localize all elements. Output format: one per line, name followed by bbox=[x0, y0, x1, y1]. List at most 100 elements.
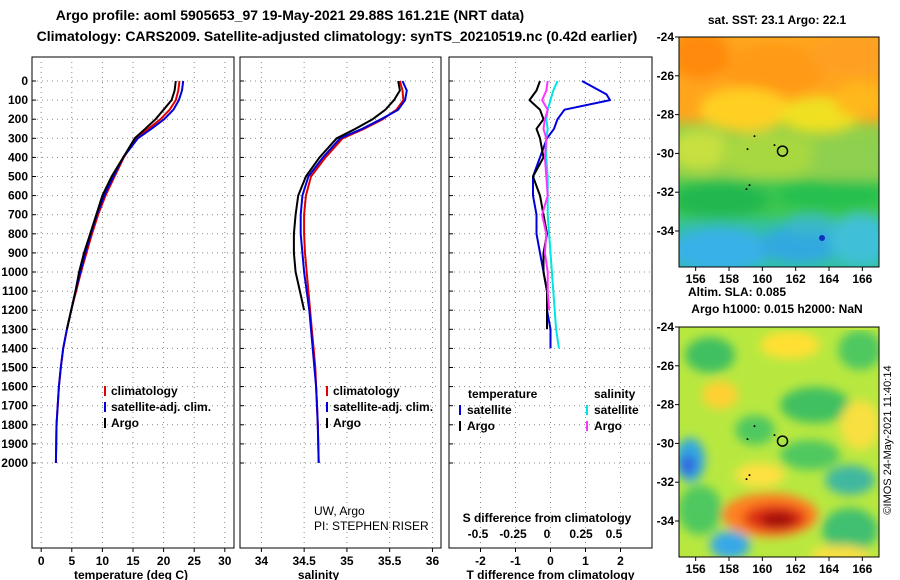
x-tick-label: 35.5 bbox=[378, 554, 402, 568]
lon-tick-label: 164 bbox=[819, 272, 839, 286]
lat-tick-label: -34 bbox=[657, 514, 675, 528]
pressure-tick-label: 1300 bbox=[1, 322, 28, 336]
sla-map-axes: 156 158 160 162 164 166 -24 -26 -28 -30 -32 -34 bbox=[657, 320, 873, 576]
series-line-satellite-adj-clim- bbox=[299, 80, 408, 464]
title-line-2: Climatology: CARS2009. Satellite-adjuste… bbox=[37, 28, 638, 44]
pressure-tick-label: 1500 bbox=[1, 361, 28, 375]
track-point bbox=[745, 478, 748, 481]
sst-map-frame bbox=[678, 36, 880, 268]
x-tick-label: 15 bbox=[126, 554, 140, 568]
pressure-tick-label: 1000 bbox=[1, 265, 28, 279]
series-line-argo bbox=[65, 80, 177, 330]
x-tick-label: 1 bbox=[582, 554, 589, 568]
x-tick-label: 0 bbox=[547, 554, 554, 568]
temperature-panel: 0 5 10 15 20 25 30 temperature (deg C) climatolo… bbox=[31, 56, 235, 580]
track-point bbox=[753, 135, 756, 138]
pressure-tick-label: 1800 bbox=[1, 418, 28, 432]
x-axis-label: T difference from climatology bbox=[466, 568, 634, 580]
track-point bbox=[773, 434, 776, 437]
track-point bbox=[748, 474, 751, 477]
lat-tick-label: -26 bbox=[657, 69, 675, 83]
pressure-tick-label: 1200 bbox=[1, 303, 28, 317]
sla-map-field bbox=[679, 330, 879, 557]
sla-map-frame bbox=[678, 326, 880, 558]
sst-map-axes: 156 158 160 162 164 166 -24 -26 -28 -30 -32 -34 bbox=[657, 30, 873, 286]
pressure-tick-label: 0 bbox=[21, 74, 28, 88]
timestamp: ©IMOS 24-May-2021 11:40:14 bbox=[882, 365, 894, 514]
pressure-tick-label: 600 bbox=[8, 189, 28, 203]
x-tick-label: 20 bbox=[157, 554, 171, 568]
pressure-tick-label: 1100 bbox=[2, 284, 28, 298]
x-tick-label: 0 bbox=[38, 554, 45, 568]
salinity-panel: 34 34.5 35 35.5 36 salinity climatology satelli… bbox=[239, 56, 442, 580]
x-tick-label: 35 bbox=[340, 554, 354, 568]
pressure-tick-label: 200 bbox=[8, 112, 28, 126]
track-point bbox=[746, 148, 749, 151]
top-tick-label: 0 bbox=[544, 527, 551, 541]
legend-header-salinity: salinity bbox=[594, 387, 636, 401]
legend-header-temperature: temperature bbox=[468, 387, 538, 401]
lon-tick-label: 156 bbox=[686, 562, 706, 576]
legend-label: satellite-adj. clim. bbox=[111, 400, 211, 414]
x-tick-label: 10 bbox=[96, 554, 110, 568]
lat-tick-label: -28 bbox=[657, 108, 675, 122]
lat-tick-label: -32 bbox=[657, 475, 675, 489]
pressure-tick-label: 1900 bbox=[1, 437, 28, 451]
x-axis-label: temperature (deg C) bbox=[74, 568, 188, 580]
legend-label: climatology bbox=[111, 384, 178, 398]
lat-tick-label: -34 bbox=[657, 224, 675, 238]
x-tick-label: -1 bbox=[510, 554, 521, 568]
sst-map-title: sat. SST: 23.1 Argo: 22.1 bbox=[708, 13, 847, 27]
legend-label: satellite-adj. clim. bbox=[333, 400, 433, 414]
pressure-tick-label: 2000 bbox=[1, 456, 28, 470]
lon-tick-label: 166 bbox=[852, 272, 872, 286]
legend-label: Argo bbox=[594, 419, 622, 433]
sla-float-position-marker bbox=[776, 435, 789, 447]
series-line-argo bbox=[292, 80, 401, 311]
credit-line-2: PI: STEPHEN RISER bbox=[314, 519, 429, 533]
x-tick-label: -2 bbox=[475, 554, 486, 568]
sst-map: 156 158 160 162 164 166 -24 -26 -28 -30 -32 -34 bbox=[657, 30, 880, 286]
top-axis-label: S difference from climatology bbox=[463, 511, 632, 525]
pressure-tick-label: 800 bbox=[8, 227, 28, 241]
sla-map-title: Altim. SLA: 0.085 bbox=[688, 285, 786, 299]
lat-tick-label: -32 bbox=[657, 185, 675, 199]
pressure-tick-label: 1400 bbox=[1, 341, 28, 355]
track-point bbox=[748, 184, 751, 187]
x-tick-label: 5 bbox=[68, 554, 75, 568]
track-point bbox=[745, 188, 748, 191]
x-tick-label: 34 bbox=[255, 554, 269, 568]
sla-map-subtitle: Argo h1000: 0.015 h2000: NaN bbox=[691, 302, 862, 316]
lat-tick-label: -24 bbox=[657, 320, 675, 334]
series-line-s-argo bbox=[541, 80, 551, 311]
track-point bbox=[746, 438, 749, 441]
lon-tick-label: 164 bbox=[819, 562, 839, 576]
top-tick-label: 0.5 bbox=[606, 527, 623, 541]
pressure-tick-label: 1600 bbox=[1, 380, 28, 394]
top-tick-label: 0.25 bbox=[569, 527, 593, 541]
plot-frame bbox=[239, 56, 442, 549]
x-tick-label: 30 bbox=[218, 554, 232, 568]
sst-float-track bbox=[745, 135, 776, 191]
lon-tick-label: 160 bbox=[752, 272, 772, 286]
legend-label: Argo bbox=[111, 416, 139, 430]
x-axis-label: salinity bbox=[298, 568, 340, 580]
credit-line-1: UW, Argo bbox=[314, 504, 365, 518]
pressure-tick-label: 900 bbox=[8, 246, 28, 260]
difference-panel: -2 -1 0 1 2T difference from climatology temp… bbox=[448, 56, 653, 580]
legend-label: Argo bbox=[467, 419, 495, 433]
pressure-axis-labels: 0 100 200 300 400 500 600 700 800 900 1000 1100 1200… bbox=[1, 74, 28, 470]
lat-tick-label: -30 bbox=[657, 436, 675, 450]
lon-tick-label: 162 bbox=[786, 562, 806, 576]
pressure-tick-label: 500 bbox=[8, 170, 28, 184]
lon-tick-label: 158 bbox=[719, 562, 739, 576]
lat-tick-label: -26 bbox=[657, 359, 675, 373]
pressure-tick-label: 300 bbox=[8, 131, 28, 145]
pressure-tick-label: 100 bbox=[8, 93, 28, 107]
top-tick-label: -0.25 bbox=[499, 527, 527, 541]
x-tick-label: 2 bbox=[617, 554, 624, 568]
legend-label: satellite bbox=[594, 403, 639, 417]
lon-tick-label: 166 bbox=[852, 562, 872, 576]
sst-dark-spot bbox=[819, 235, 825, 241]
